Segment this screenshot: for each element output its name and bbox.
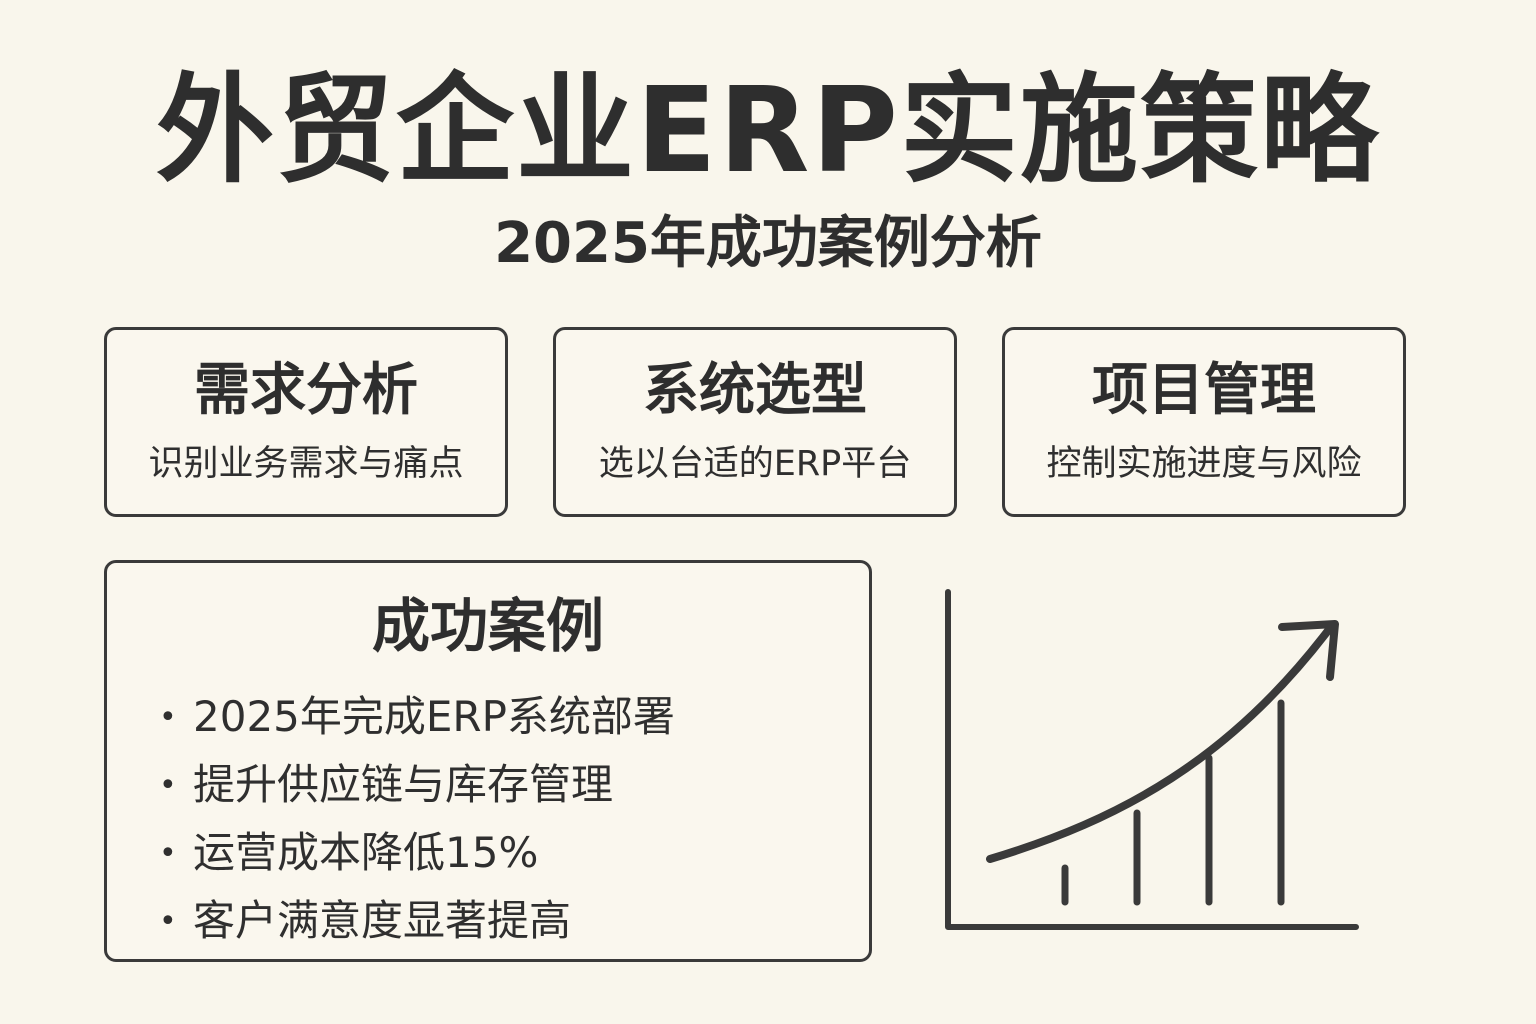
growth-bars	[1061, 699, 1285, 906]
list-item: • 2025年完成ERP系统部署	[159, 683, 675, 751]
bullet-icon: •	[159, 904, 177, 939]
card-description: 选以台适的ERP平台	[598, 444, 912, 484]
sub-title: 2025年成功案例分析	[494, 211, 1042, 276]
card-requirements-analysis: 需求分析 识别业务需求与痛点	[104, 327, 508, 517]
list-item-text: 运营成本降低15%	[193, 828, 539, 877]
card-title: 项目管理	[1092, 358, 1316, 423]
chart-axes	[945, 589, 1359, 930]
card-title: 需求分析	[194, 358, 418, 423]
card-description: 控制实施进度与风险	[1046, 444, 1362, 484]
trend-curve	[986, 624, 1334, 863]
card-description: 识别业务需求与痛点	[148, 444, 464, 484]
card-project-management: 项目管理 控制实施进度与风险	[1002, 327, 1406, 517]
list-item: • 客户满意度显著提高	[159, 887, 675, 955]
main-title: 外贸企业ERP实施策略	[156, 61, 1380, 199]
list-item-text: 提升供应链与库存管理	[193, 760, 614, 809]
bullet-icon: •	[159, 836, 177, 871]
success-case-box: 成功案例 • 2025年完成ERP系统部署 • 提升供应链与库存管理 • 运营成本降低…	[104, 560, 872, 962]
arrow-head-icon	[1278, 620, 1339, 681]
card-system-selection: 系统选型 选以台适的ERP平台	[553, 327, 957, 517]
list-item-text: 客户满意度显著提高	[193, 896, 572, 945]
growth-chart-icon	[945, 589, 1359, 930]
bullet-icon: •	[159, 700, 177, 735]
list-item-text: 2025年完成ERP系统部署	[193, 692, 675, 741]
list-item: • 运营成本降低15%	[159, 819, 675, 887]
bullet-icon: •	[159, 768, 177, 803]
card-title: 系统选型	[643, 358, 867, 423]
list-item: • 提升供应链与库存管理	[159, 751, 675, 819]
success-case-title: 成功案例	[371, 592, 604, 660]
success-case-list: • 2025年完成ERP系统部署 • 提升供应链与库存管理 • 运营成本降低15% •…	[159, 683, 675, 955]
